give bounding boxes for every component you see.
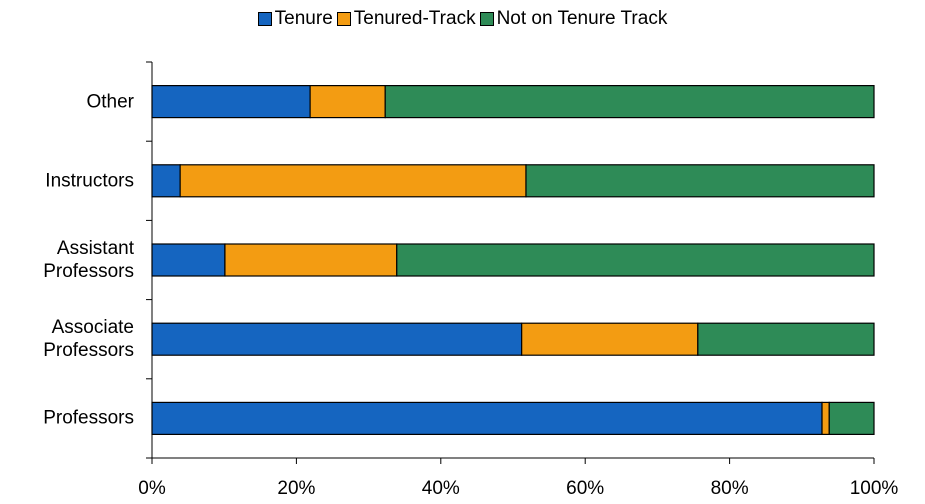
legend-label: Not on Tenure Track (496, 8, 668, 29)
bar-segment (151, 401, 823, 435)
legend-label: Tenure (274, 8, 333, 29)
x-tick-label: 60% (566, 478, 604, 499)
bar-segment (179, 164, 527, 198)
legend-swatch (336, 12, 351, 26)
legend-swatch (257, 12, 272, 26)
bar-segment (525, 164, 875, 198)
bar-segment (309, 84, 386, 119)
category-label: Assistant Professors (43, 238, 134, 282)
x-tick-label: 40% (422, 478, 460, 499)
bar-segment (521, 322, 699, 356)
x-tick-label: 0% (138, 478, 166, 499)
bar-segment (821, 401, 830, 435)
legend-item: Tenured-Track (336, 8, 476, 30)
legend-item: Not on Tenure Track (479, 8, 668, 30)
x-tick-label: 20% (277, 478, 315, 499)
bar-segment (151, 84, 311, 119)
bar-segment (828, 401, 875, 435)
x-tick-label: 100% (850, 478, 899, 499)
legend: Tenure Tenured-Track Not on Tenure Track (0, 8, 925, 30)
category-label: Associate Professors (43, 317, 134, 362)
x-tick-label: 80% (711, 478, 749, 499)
bar-segment (151, 164, 181, 198)
bar-segment (396, 243, 875, 277)
bar-segment (224, 243, 398, 277)
legend-item: Tenure (257, 8, 333, 30)
bar-segment (697, 322, 875, 356)
legend-label: Tenured-Track (353, 8, 476, 29)
category-label: Instructors (45, 170, 134, 192)
category-label: Professors (43, 407, 134, 429)
legend-swatch (479, 12, 494, 26)
bar-segment (151, 243, 226, 277)
category-label: Other (86, 91, 134, 113)
bar-segment (151, 322, 523, 356)
bar-segment (384, 84, 875, 119)
